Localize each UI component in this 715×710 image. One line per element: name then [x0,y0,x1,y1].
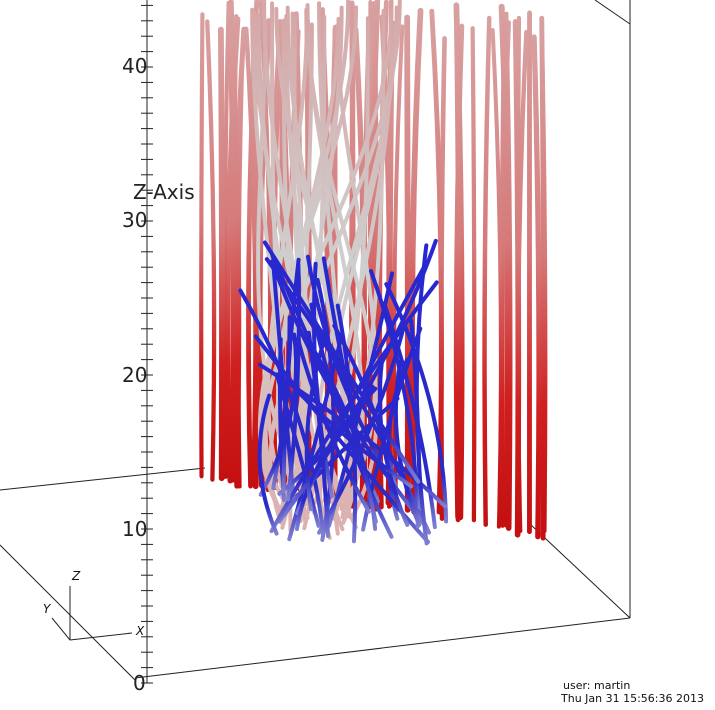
tick-label: 40 [122,54,147,78]
box-edge [594,0,631,25]
bounding-box [0,0,631,683]
box-edge [0,544,136,681]
streamline [515,15,522,537]
streamline [258,332,298,497]
streamline [222,0,231,479]
streamline [539,24,548,534]
axis-title: Z-Axis [133,180,195,204]
box-edge [0,467,206,491]
triad-x [69,632,133,641]
streamline [393,360,422,528]
streamline [321,256,378,524]
streamline [490,28,503,529]
streamline [243,26,258,487]
streamline [306,330,331,539]
date-label: Thu Jan 31 15:56:36 2013 [560,692,704,705]
tick-label: 30 [122,208,147,232]
tick-label: 20 [122,363,147,387]
axis-ticks [141,4,153,684]
streamline [470,26,477,523]
triad-y [51,617,71,641]
tick-label: 0 [133,671,146,695]
streamline [498,3,512,526]
triad-label: Z [71,569,81,583]
streamline [205,19,217,482]
triad-label: X [135,624,145,638]
streamline [287,339,343,542]
axis-triad: Z Y X [43,569,145,641]
streamline [257,362,447,509]
streamline [454,18,461,523]
streamline [296,390,414,489]
triad-label: Y [43,602,52,616]
streamline [262,240,421,484]
streamline [361,326,423,532]
streamline [199,12,205,479]
box-edge [529,523,631,619]
streamline [531,34,542,540]
streamlines [199,0,548,546]
streamline [274,372,321,528]
streamline [304,337,327,511]
streamline [377,361,410,527]
axis-labels: 0 10 20 30 40 Z-Axis [122,54,195,695]
streamline [404,14,411,513]
streamline [218,26,225,482]
user-label: user: martin [563,679,630,692]
streamline [384,282,449,524]
box-edge [134,617,631,679]
streamline [335,303,358,544]
streamline [482,15,492,527]
streamline [368,269,420,529]
streamline [414,243,429,546]
streamline [257,393,279,536]
streamline [227,9,237,483]
streamline [295,337,371,514]
tick-label: 10 [122,517,147,541]
